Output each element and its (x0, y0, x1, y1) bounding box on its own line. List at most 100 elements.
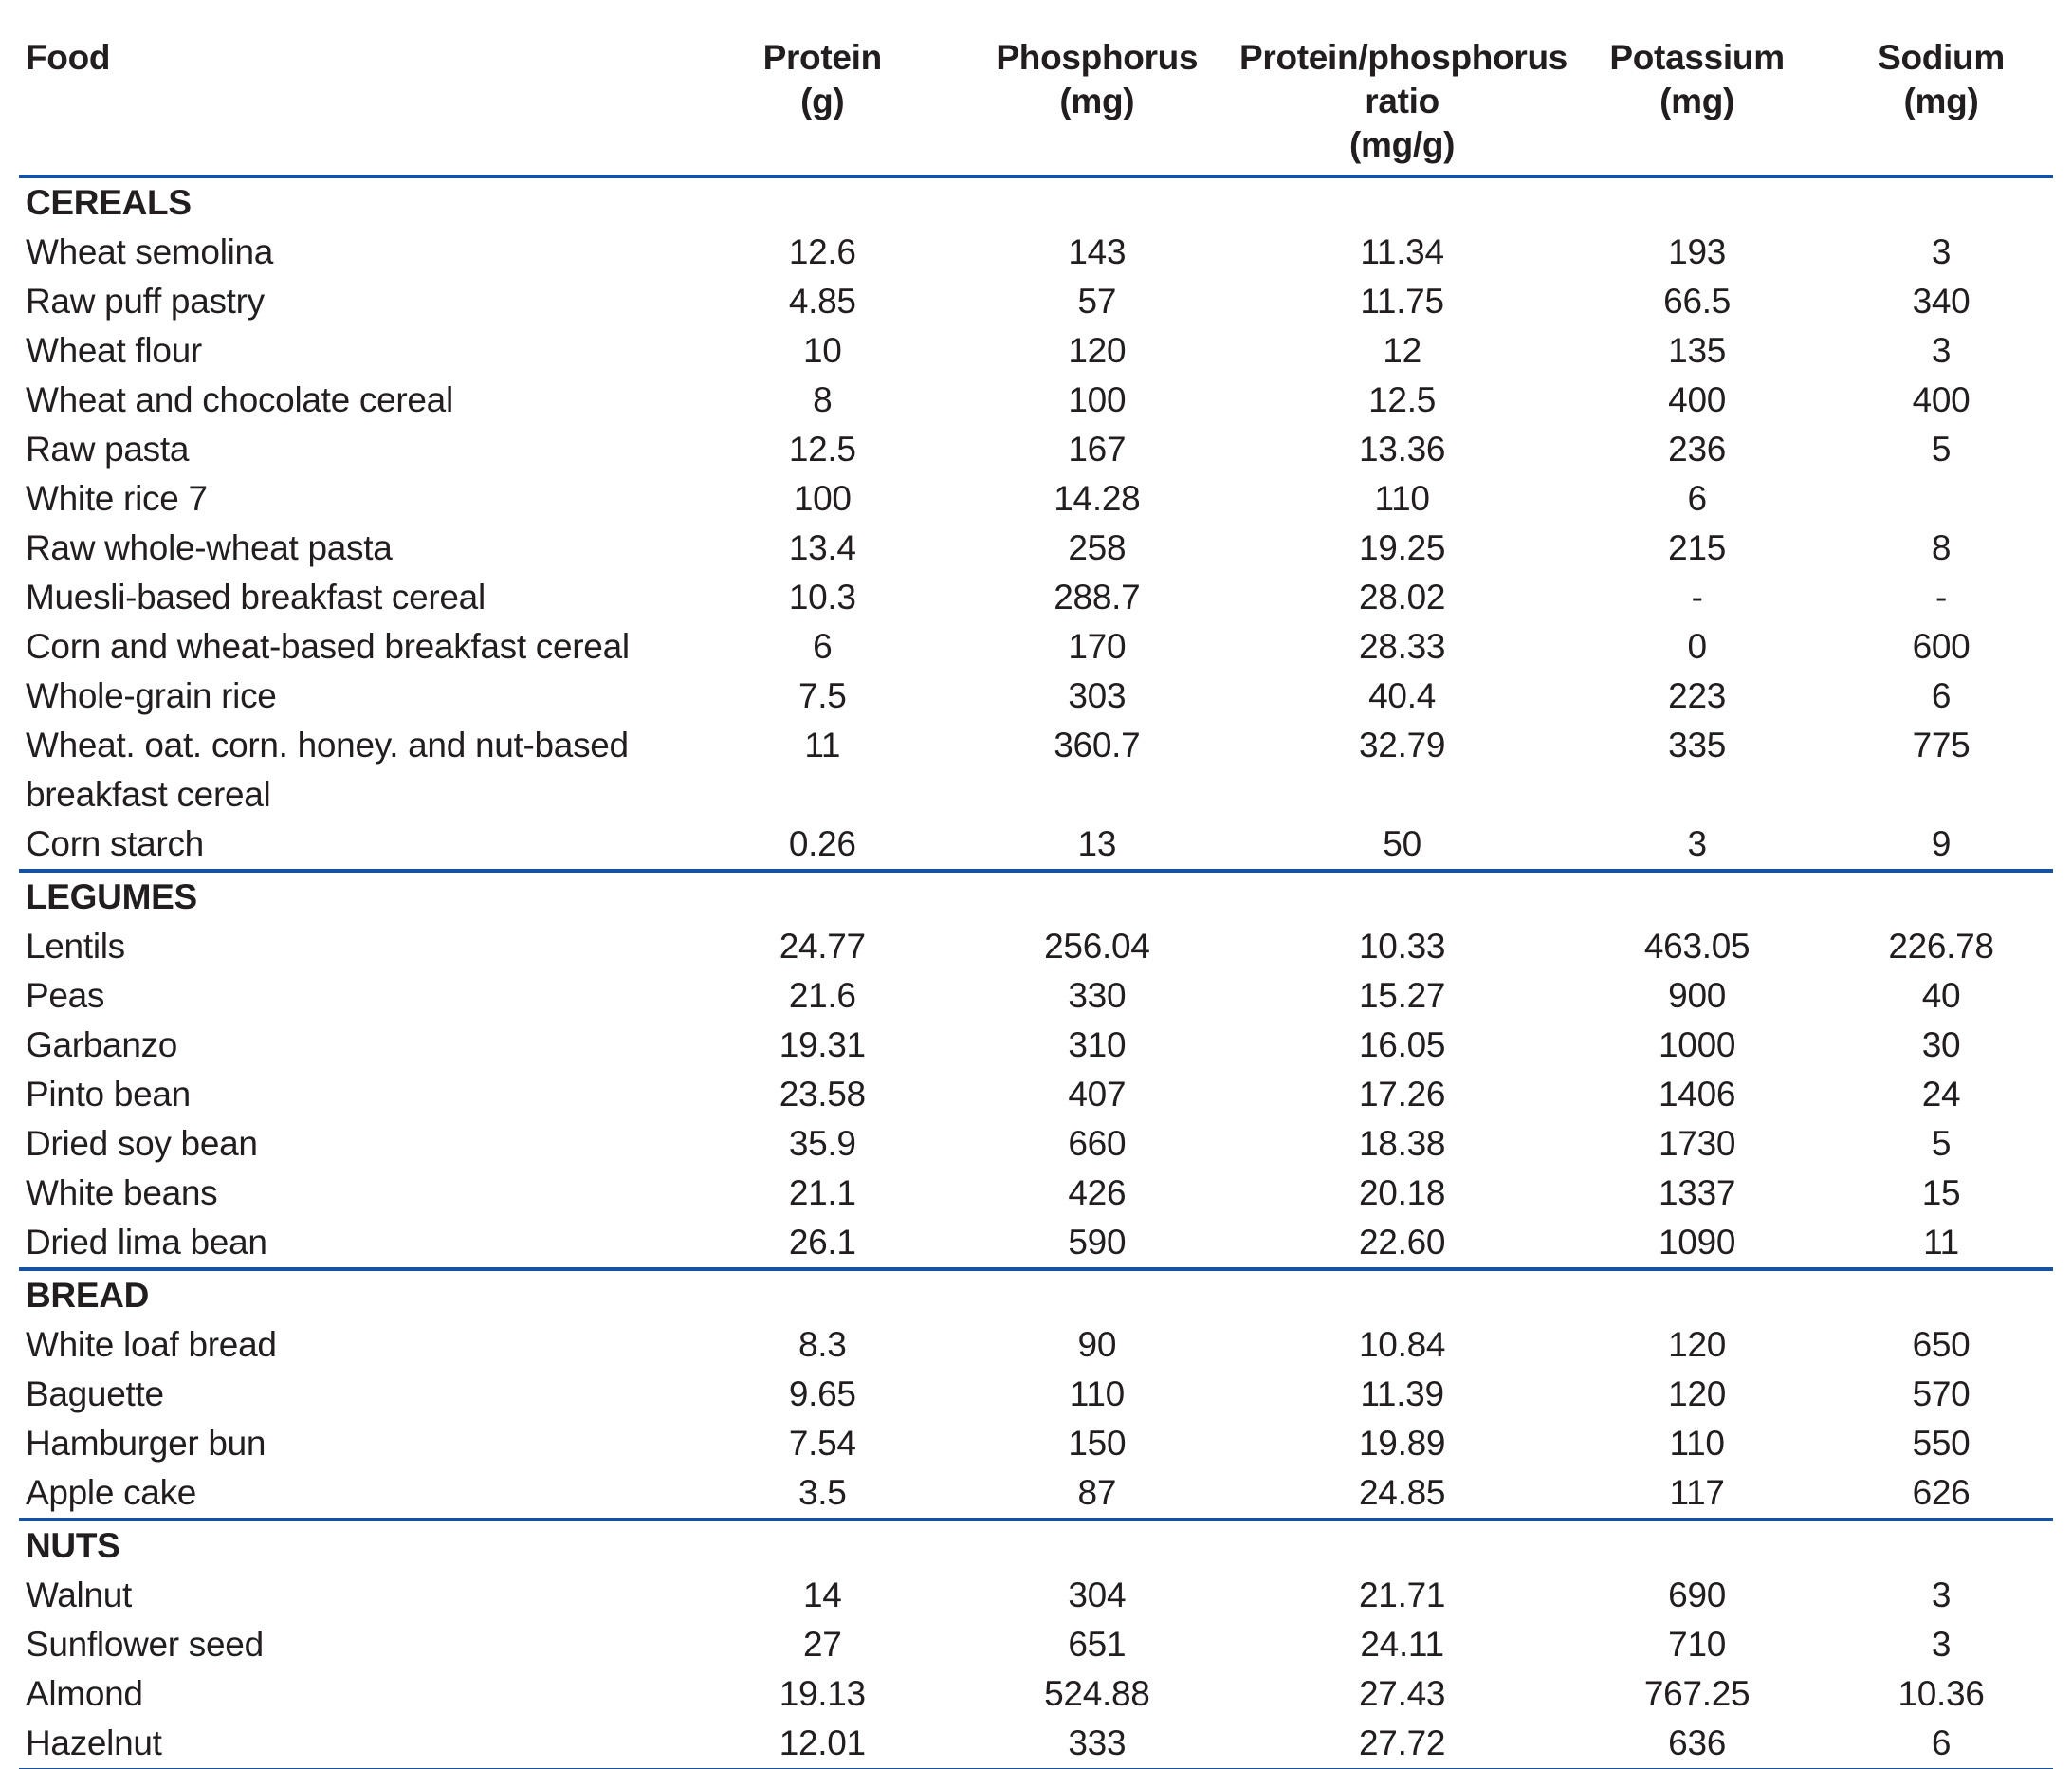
food-cell: Wheat. oat. corn. honey. and nut-based b… (26, 726, 629, 814)
table-row: Raw pasta 12.5 167 13.36 236 5 (19, 425, 2053, 474)
value-cell: 12.5 (1368, 380, 1436, 419)
food-cell: White loaf bread (26, 1325, 277, 1364)
value-cell: 19.13 (779, 1674, 866, 1713)
column-header-line: ratio (1365, 82, 1439, 120)
section-title: NUTS (26, 1526, 120, 1565)
value-cell: 120 (1068, 331, 1127, 370)
value-cell: - (1691, 578, 1703, 617)
food-cell: Pinto bean (26, 1075, 191, 1114)
table-header: Food Protein (g) Phosphorus (mg) Protein… (19, 0, 2053, 178)
value-cell: 333 (954, 1719, 1239, 1769)
value-cell: 12.5 (788, 430, 856, 469)
value-cell: 57 (1077, 282, 1117, 321)
value-cell: 21.1 (788, 1173, 856, 1212)
value-cell: 30 (1921, 1025, 1961, 1064)
value-cell: 590 (954, 1218, 1239, 1271)
value-cell: 340 (1912, 282, 1971, 321)
value-cell: 170 (1068, 627, 1127, 666)
table-row: Wheat semolina 12.6 143 11.34 193 3 (19, 228, 2053, 277)
value-cell: 3 (1565, 820, 1830, 873)
table-body: CEREALS Wheat semolina 12.6 143 11.34 193 3 Raw… (19, 176, 2053, 1769)
value-cell: 600 (1912, 627, 1971, 666)
value-cell: 1090 (1565, 1218, 1830, 1271)
value-cell: 19.89 (1359, 1424, 1446, 1463)
value-cell: 19.25 (1359, 528, 1446, 567)
value-cell: 15.27 (1359, 976, 1446, 1015)
value-cell: 19.31 (779, 1025, 866, 1064)
value-cell: 10.33 (1359, 927, 1446, 966)
food-cell: Wheat and chocolate cereal (26, 380, 453, 419)
value-cell: 117 (1565, 1468, 1830, 1521)
food-cell: Raw puff pastry (26, 282, 265, 321)
value-cell: 258 (1068, 528, 1127, 567)
value-cell: 330 (1068, 976, 1127, 1015)
table-row: Hamburger bun 7.54 150 19.89 110 550 (19, 1419, 2053, 1468)
value-cell: 40 (1921, 976, 1961, 1015)
value-cell: 3 (1931, 232, 1952, 271)
value-cell: 15 (1921, 1173, 1961, 1212)
value-cell: 660 (1068, 1124, 1127, 1163)
value-cell: 400 (1668, 380, 1727, 419)
food-cell: Almond (26, 1674, 143, 1713)
value-cell: 13 (954, 820, 1239, 873)
column-header-protein-phosphorus-ratio: Protein/phosphorus ratio (mg/g) (1238, 0, 1568, 178)
value-cell: 16.05 (1359, 1025, 1446, 1064)
table-row: Pinto bean 23.58 407 17.26 1406 24 (19, 1070, 2053, 1119)
value-cell: 6 (813, 627, 833, 666)
column-header-line: Potassium (1609, 38, 1785, 77)
value-cell: 626 (1829, 1468, 2053, 1521)
food-cell: Raw whole-wheat pasta (26, 528, 393, 567)
value-cell: 21.6 (788, 976, 856, 1015)
column-header-protein: Protein (g) (689, 0, 955, 178)
value-cell: 21.71 (1359, 1576, 1446, 1614)
column-header-potassium: Potassium (mg) (1565, 0, 1830, 178)
value-cell: 215 (1668, 528, 1727, 567)
value-cell: 87 (954, 1468, 1239, 1521)
value-cell: 17.26 (1359, 1075, 1446, 1114)
food-cell: Walnut (26, 1576, 132, 1614)
value-cell: 223 (1668, 676, 1727, 715)
value-cell: 8 (813, 380, 833, 419)
value-cell: 407 (1068, 1075, 1127, 1114)
table-row: Apple cake 3.5 87 24.85 117 626 (19, 1468, 2053, 1521)
value-cell: 8 (1931, 528, 1952, 567)
value-cell: 7.5 (798, 676, 847, 715)
value-cell: 27.43 (1359, 1674, 1446, 1713)
section-header-row: BREAD (19, 1269, 2053, 1320)
value-cell: 7.54 (788, 1424, 856, 1463)
column-header-unit: (mg/g) (1348, 125, 1456, 164)
food-cell: Dried lima bean (19, 1218, 690, 1271)
value-cell: 524.88 (1044, 1674, 1150, 1713)
value-cell: 1000 (1659, 1025, 1736, 1064)
column-header-unit: (mg) (1903, 82, 1979, 120)
food-cell: Apple cake (19, 1468, 690, 1521)
value-cell: 650 (1912, 1325, 1971, 1364)
value-cell: 5 (1931, 430, 1952, 469)
value-cell (1829, 474, 2053, 524)
nutrition-table: Food Protein (g) Phosphorus (mg) Protein… (19, 0, 2053, 1769)
food-cell: Garbanzo (26, 1025, 178, 1064)
value-cell: 710 (1668, 1625, 1727, 1664)
section-header-row: LEGUMES (19, 871, 2053, 922)
food-cell: White rice 7 (26, 479, 208, 518)
value-cell: 11.34 (1360, 232, 1444, 271)
value-cell: 13.36 (1359, 430, 1446, 469)
column-header-line: Protein/phosphorus (1238, 38, 1568, 77)
table-row: Wheat and chocolate cereal 8 100 12.5 400 400 (19, 376, 2053, 425)
value-cell: 550 (1912, 1424, 1971, 1463)
food-cell: Muesli-based breakfast cereal (26, 578, 486, 617)
value-cell: 135 (1668, 331, 1727, 370)
value-cell: 100 (793, 479, 852, 518)
value-cell: 100 (1068, 380, 1127, 419)
table-row: Wheat. oat. corn. honey. and nut-based b… (19, 721, 2053, 820)
value-cell: 24.85 (1238, 1468, 1566, 1521)
column-header-line: Sodium (1878, 38, 2005, 77)
value-cell: 143 (1068, 232, 1127, 271)
value-cell: 335 (1668, 726, 1727, 765)
value-cell: 636 (1565, 1719, 1830, 1769)
table-row: White rice 7 100 14.28 110 6 (19, 474, 2053, 524)
value-cell: 11.75 (1360, 282, 1444, 321)
value-cell: 22.60 (1238, 1218, 1566, 1271)
value-cell: 256.04 (1044, 927, 1150, 966)
